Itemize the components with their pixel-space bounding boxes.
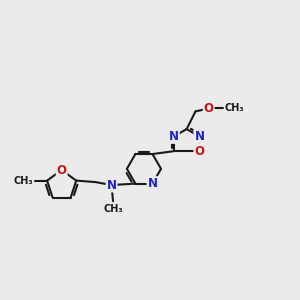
Text: O: O <box>204 102 214 115</box>
Text: N: N <box>148 177 158 190</box>
Text: CH₃: CH₃ <box>225 103 244 113</box>
Text: N: N <box>169 130 179 143</box>
Text: N: N <box>194 130 204 143</box>
Text: CH₃: CH₃ <box>14 176 33 186</box>
Text: N: N <box>106 178 117 191</box>
Text: CH₃: CH₃ <box>103 204 123 214</box>
Text: O: O <box>194 145 204 158</box>
Text: O: O <box>57 164 67 176</box>
